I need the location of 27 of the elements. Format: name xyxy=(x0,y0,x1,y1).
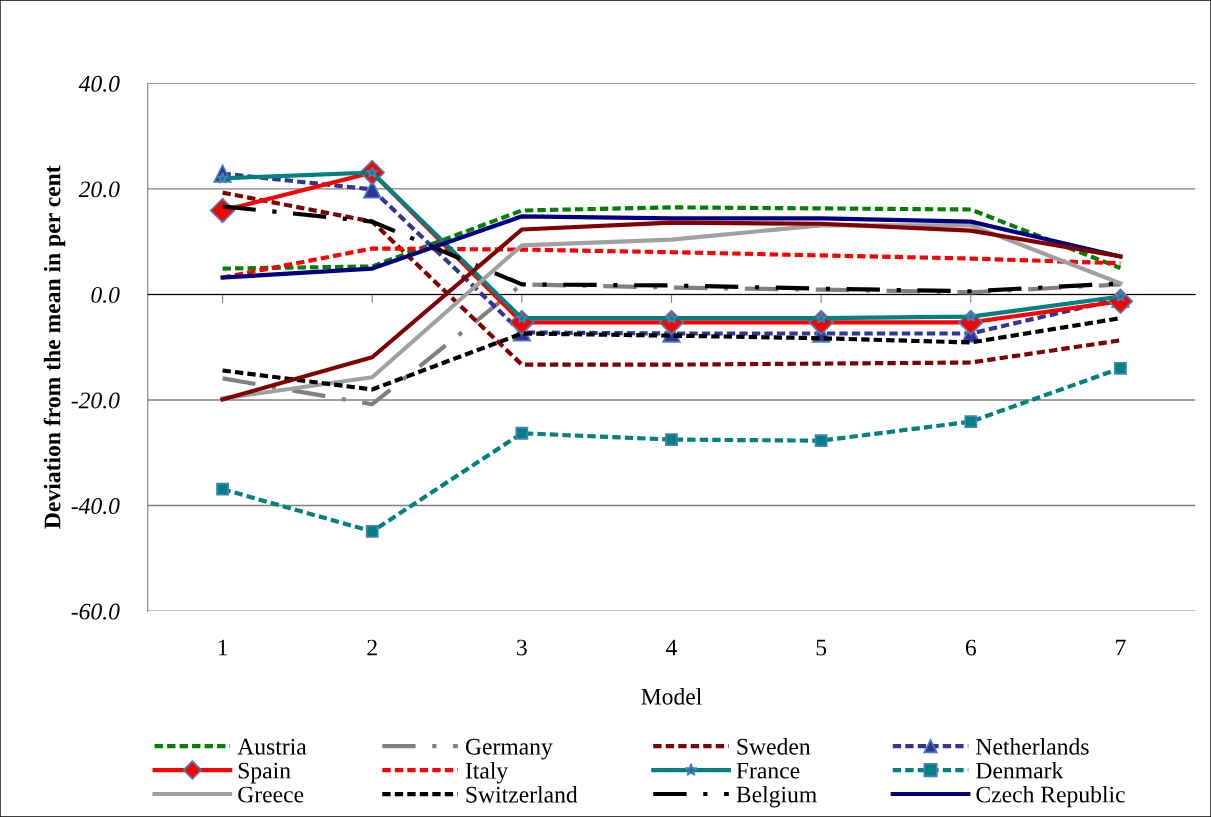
y-axis-title: Deviation from the mean in per cent xyxy=(43,165,66,529)
x-axis-title: Model xyxy=(641,688,702,705)
legend-label: Belgium xyxy=(736,785,817,808)
legend-label: Spain xyxy=(238,762,291,784)
x-tick-label: 3 xyxy=(517,639,527,656)
legend-label: France xyxy=(736,762,800,779)
x-tick-label: 4 xyxy=(666,639,678,656)
legend-label: Greece xyxy=(238,786,304,803)
legend-label: Sweden xyxy=(737,738,811,755)
x-tick-label: 7 xyxy=(1116,639,1126,656)
x-tick-label: 1 xyxy=(218,639,228,656)
legend-label: Germany xyxy=(465,738,553,760)
legend-label: Netherlands xyxy=(976,738,1089,755)
x-tick-label: 2 xyxy=(367,639,377,656)
legend-label: Austria xyxy=(237,738,307,755)
x-tick-label: 6 xyxy=(965,639,976,656)
y-tick-label: 40.0 xyxy=(78,75,120,92)
legend-label: Italy xyxy=(465,762,509,784)
y-tick-label: 0.0 xyxy=(91,286,120,303)
y-tick-label: 20.0 xyxy=(78,181,120,198)
x-tick-label: 5 xyxy=(816,639,827,656)
y-tick-label: -20.0 xyxy=(71,392,120,409)
legend-label: Denmark xyxy=(976,761,1064,779)
y-tick-label: -40.0 xyxy=(71,498,120,515)
y-tick-label: -60.0 xyxy=(71,603,120,620)
legend-label: Switzerland xyxy=(466,786,578,803)
legend-label: Czech Republic xyxy=(976,785,1125,808)
